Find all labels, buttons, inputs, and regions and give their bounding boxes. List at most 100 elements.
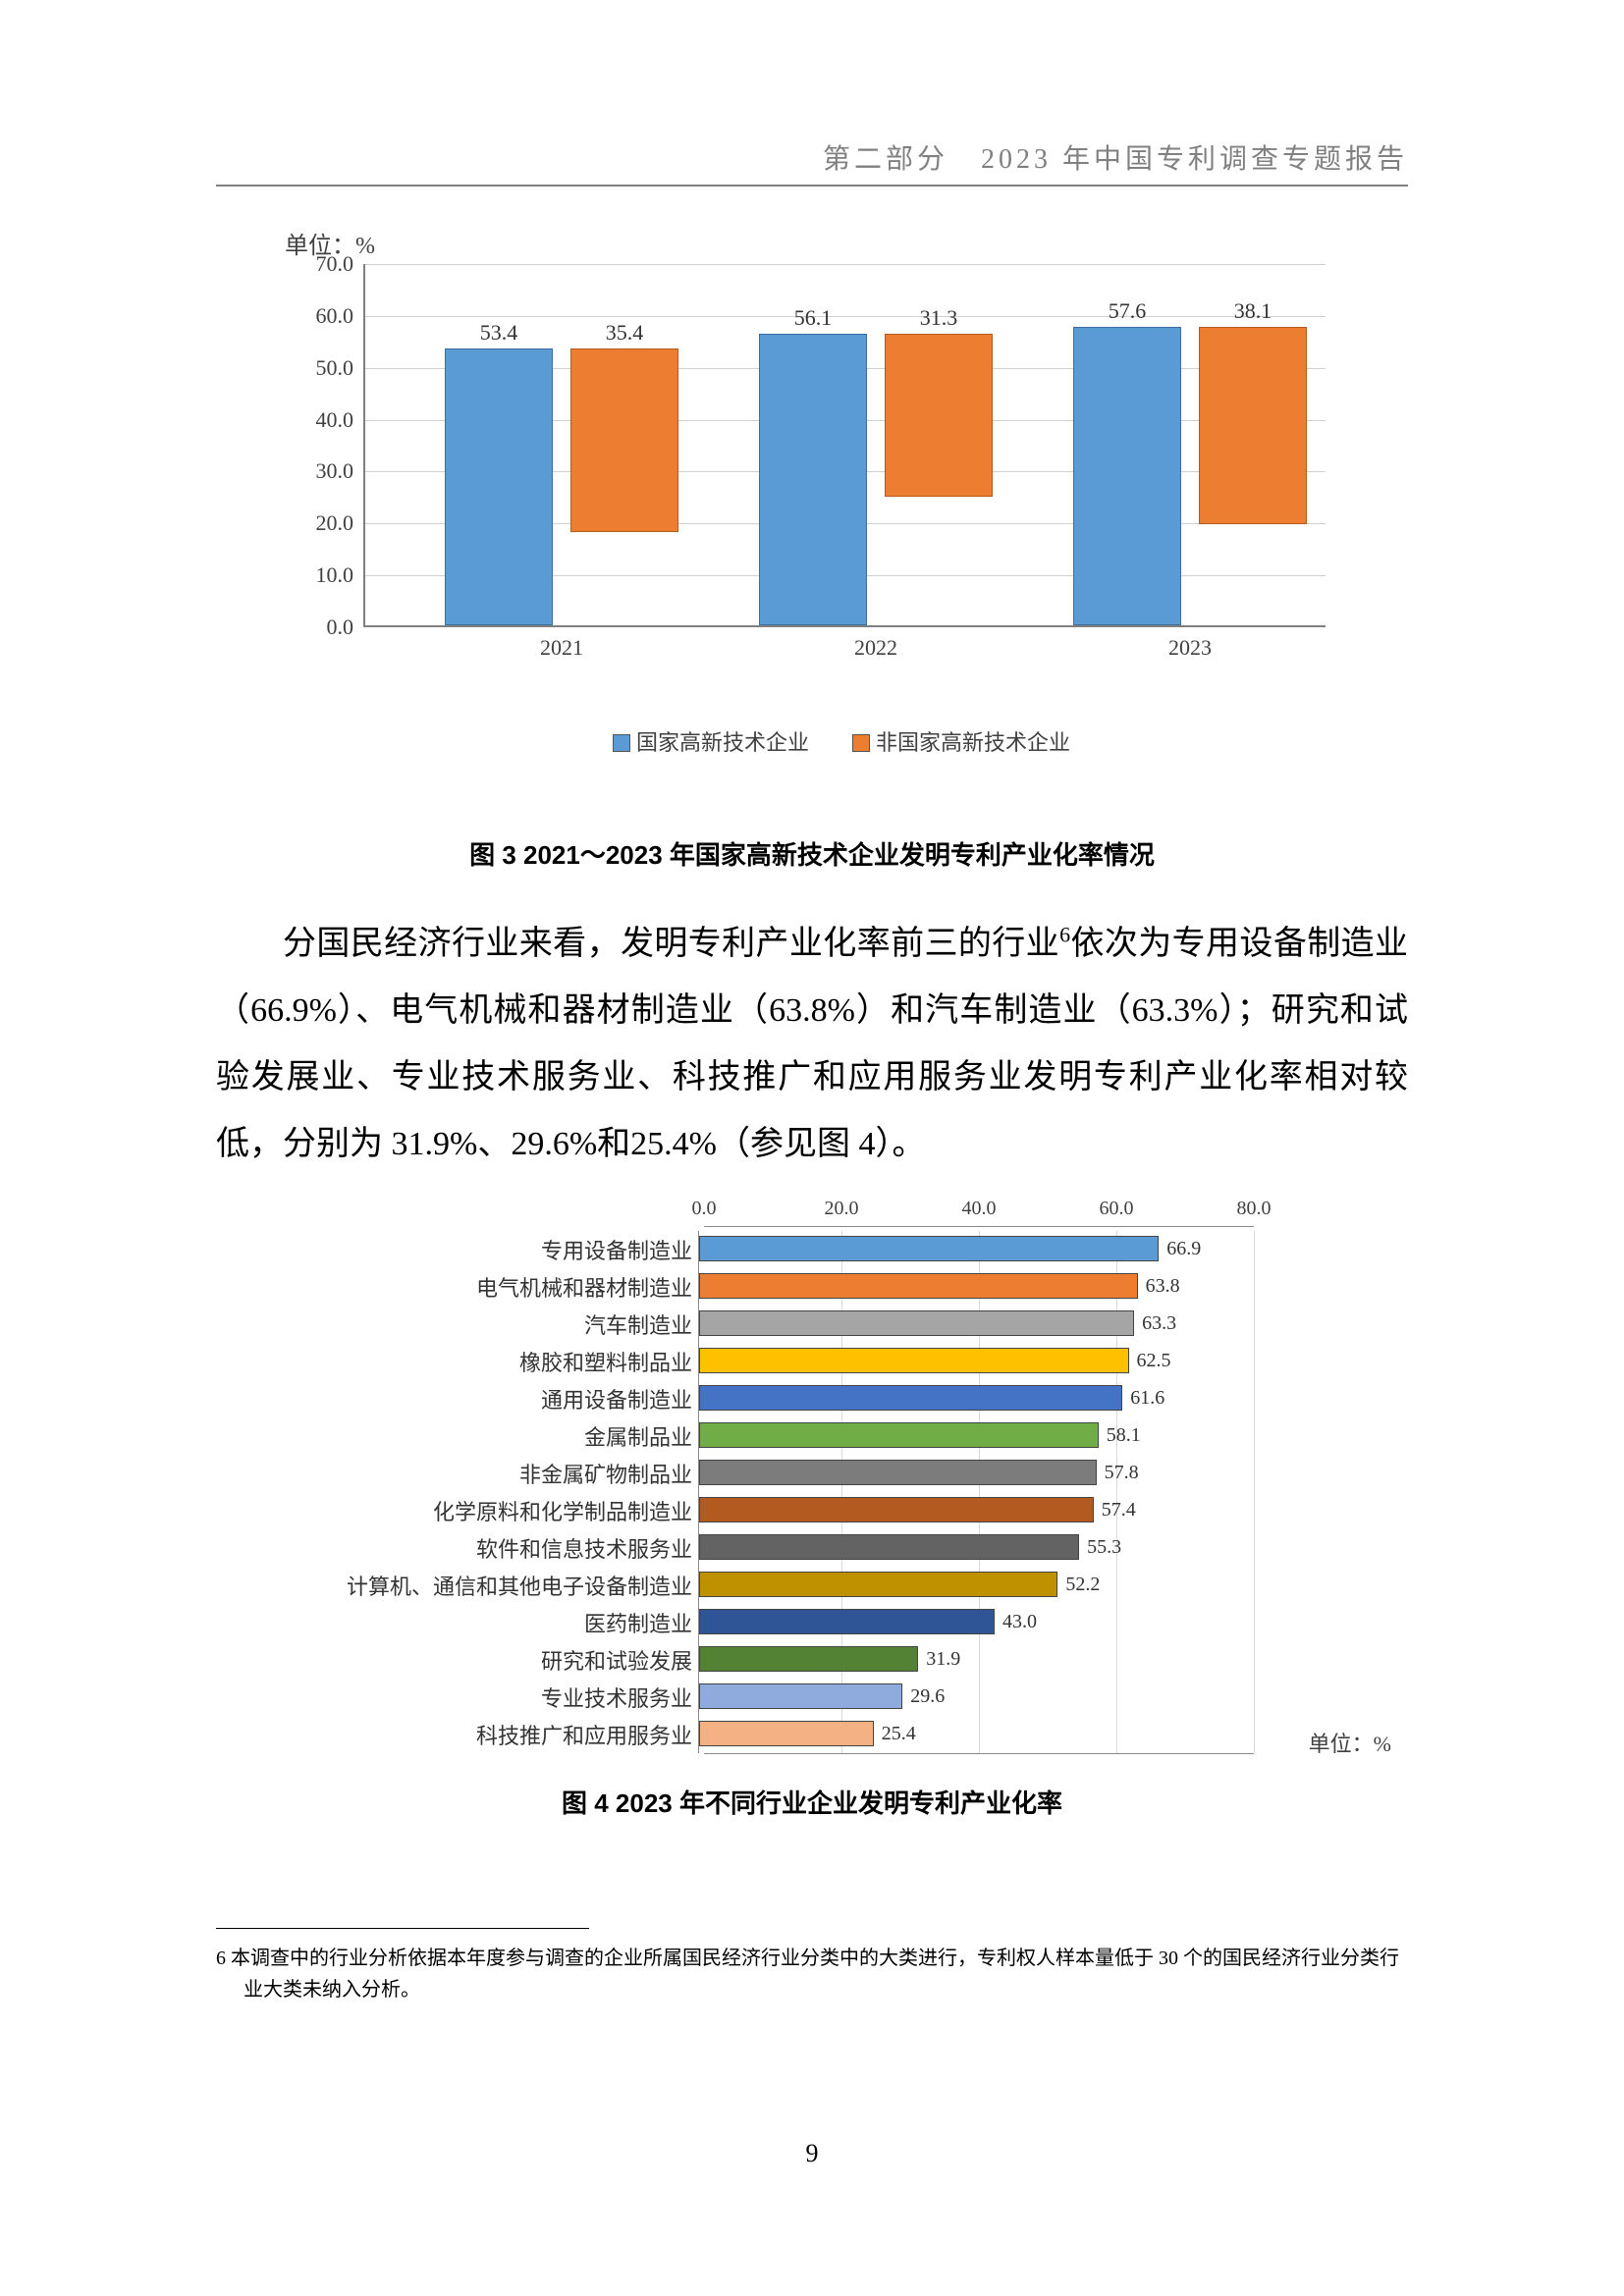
chart2-row-label: 软件和信息技术服务业 <box>321 1532 698 1564</box>
chart2-row: 非金属矿物制品业57.8 <box>321 1455 1303 1492</box>
chart2-row-label: 研究和试验发展 <box>321 1644 698 1676</box>
chart2-row-label: 医药制造业 <box>321 1607 698 1638</box>
chart2-bar <box>699 1497 1094 1522</box>
chart1-ytick-label: 30.0 <box>275 458 353 484</box>
chart1-xtick-label: 2021 <box>444 635 679 661</box>
chart2-bar <box>699 1310 1134 1336</box>
chart2-bar <box>699 1572 1057 1597</box>
chart1-bar-value: 35.4 <box>571 320 677 346</box>
chart2-bar <box>699 1460 1097 1485</box>
chart2-caption: 图 4 2023 年不同行业企业发明专利产业化率 <box>216 1784 1408 1820</box>
chart1-gridline <box>365 264 1326 265</box>
chart2-row-label: 金属制品业 <box>321 1420 698 1452</box>
chart1-bar: 56.1 <box>759 334 867 625</box>
chart1-unit-label: 单位：% <box>285 226 1408 260</box>
chart2-bar <box>699 1236 1159 1261</box>
chart2-row-label: 专业技术服务业 <box>321 1682 698 1713</box>
chart2-row-label: 科技推广和应用服务业 <box>321 1719 698 1750</box>
legend-swatch-orange <box>852 734 870 752</box>
chart1-plot: 53.435.4202156.131.3202257.638.12023 <box>363 264 1326 627</box>
chart2-row-label: 专用设备制造业 <box>321 1234 698 1265</box>
chart2-bottom-axis <box>704 1753 1254 1754</box>
chart2-row-label: 电气机械和器材制造业 <box>321 1271 698 1303</box>
chart1: 53.435.4202156.131.3202257.638.12023 0.0… <box>275 264 1355 676</box>
chart2-bar-value: 29.6 <box>910 1685 945 1708</box>
chart2-bar <box>699 1721 874 1746</box>
chart2-bar-area: 31.9 <box>698 1641 1248 1679</box>
chart1-bar: 35.4 <box>570 348 678 532</box>
chart2-row: 橡胶和塑料制品业62.5 <box>321 1343 1303 1380</box>
footnote-text: 本调查中的行业分析依据本年度参与调查的企业所属国民经济行业分类中的大类进行，专利… <box>231 1948 1399 2001</box>
chart2-bar-area: 57.4 <box>698 1492 1248 1529</box>
chart1-bar-value: 31.3 <box>886 305 992 331</box>
chart2-row-label: 计算机、通信和其他电子设备制造业 <box>321 1570 698 1601</box>
chart2-bar <box>699 1273 1138 1299</box>
chart2-row: 汽车制造业 63.3 <box>321 1306 1303 1343</box>
chart1-xtick-label: 2022 <box>758 635 994 661</box>
chart2-bar <box>699 1385 1122 1411</box>
chart2-xtick-label: 40.0 <box>962 1198 997 1220</box>
footnote-ref: 6 <box>1059 923 1070 947</box>
chart2-bar-value: 58.1 <box>1107 1424 1141 1447</box>
chart1-bar-value: 56.1 <box>760 305 866 331</box>
chart2-row: 专用设备制造业 66.9 <box>321 1231 1303 1268</box>
chart2-bar-value: 63.3 <box>1142 1312 1176 1335</box>
chart2-bar-area: 61.6 <box>698 1380 1248 1417</box>
chart1-bar: 31.3 <box>885 334 993 496</box>
chart2-bar-area: 55.3 <box>698 1529 1248 1567</box>
chart2-bar-area: 62.5 <box>698 1343 1248 1380</box>
chart2-bar <box>699 1683 902 1709</box>
chart2-row: 电气机械和器材制造业 63.8 <box>321 1268 1303 1306</box>
chart2-bar-area: 63.8 <box>698 1268 1248 1306</box>
chart2-row: 通用设备制造业61.6 <box>321 1380 1303 1417</box>
chart2-row: 科技推广和应用服务业 25.4 <box>321 1716 1303 1753</box>
chart2-bar-area: 57.8 <box>698 1455 1248 1492</box>
footnote: 6 本调查中的行业分析依据本年度参与调查的企业所属国民经济行业分类中的大类进行，… <box>216 1943 1408 2005</box>
chart1-ytick-label: 50.0 <box>275 355 353 381</box>
chart2-bar-area: 66.9 <box>698 1231 1248 1268</box>
chart2-xtick-label: 0.0 <box>692 1198 717 1220</box>
chart1-legend: 国家高新技术企业 非国家高新技术企业 <box>275 725 1408 757</box>
footnote-marker: 6 <box>216 1948 226 1969</box>
chart2-bar-value: 63.8 <box>1146 1275 1180 1298</box>
chart1-ytick-label: 0.0 <box>275 614 353 640</box>
chart1-group: 56.131.3 <box>758 334 994 625</box>
chart1-ytick-label: 70.0 <box>275 251 353 277</box>
chart2-row: 医药制造业 43.0 <box>321 1604 1303 1641</box>
chart2-bar <box>699 1422 1099 1448</box>
legend-label-2: 非国家高新技术企业 <box>876 730 1070 755</box>
chart2-row: 金属制品业 58.1 <box>321 1417 1303 1455</box>
footnote-rule <box>216 1928 589 1929</box>
chart1-ytick-label: 60.0 <box>275 303 353 329</box>
chart2-bar-value: 43.0 <box>1002 1611 1037 1633</box>
chart2-row-label: 化学原料和化学制品制造业 <box>321 1495 698 1526</box>
chart1-ytick-label: 20.0 <box>275 510 353 536</box>
chart2-row-label: 橡胶和塑料制品业 <box>321 1346 698 1377</box>
chart1-ytick-label: 40.0 <box>275 407 353 433</box>
chart2-bar-value: 25.4 <box>882 1723 916 1745</box>
chart2-bar <box>699 1348 1129 1373</box>
para-pre: 分国民经济行业来看，发明专利产业化率前三的行业 <box>283 926 1059 962</box>
chart2-row-label: 汽车制造业 <box>321 1308 698 1340</box>
header-rule <box>216 185 1408 187</box>
chart2-bar-value: 66.9 <box>1166 1238 1201 1260</box>
chart1-group: 57.638.1 <box>1072 327 1308 625</box>
chart1-bar-value: 53.4 <box>446 320 552 346</box>
header-title: 2023 年中国专利调查专题报告 <box>981 144 1408 175</box>
chart1-xtick-label: 2023 <box>1072 635 1308 661</box>
chart2-bar-value: 61.6 <box>1130 1387 1164 1410</box>
chart2-row-label: 非金属矿物制品业 <box>321 1458 698 1489</box>
chart1-bar: 38.1 <box>1199 327 1307 524</box>
chart2-x-axis: 0.020.040.060.080.0 <box>704 1198 1254 1227</box>
chart2-row: 计算机、通信和其他电子设备制造业52.2 <box>321 1567 1303 1604</box>
chart1-bar: 53.4 <box>445 348 553 625</box>
chart1-bar-value: 38.1 <box>1200 298 1306 324</box>
chart2-bar-value: 55.3 <box>1087 1536 1121 1559</box>
chart2-bar-value: 57.4 <box>1102 1499 1136 1522</box>
chart1-bar-value: 57.6 <box>1074 298 1180 324</box>
chart2-row: 化学原料和化学制品制造业 57.4 <box>321 1492 1303 1529</box>
chart2-bar-area: 52.2 <box>698 1567 1248 1604</box>
chart1-ytick-label: 10.0 <box>275 562 353 588</box>
chart2-xtick-label: 80.0 <box>1237 1198 1272 1220</box>
chart2-bar-area: 43.0 <box>698 1604 1248 1641</box>
